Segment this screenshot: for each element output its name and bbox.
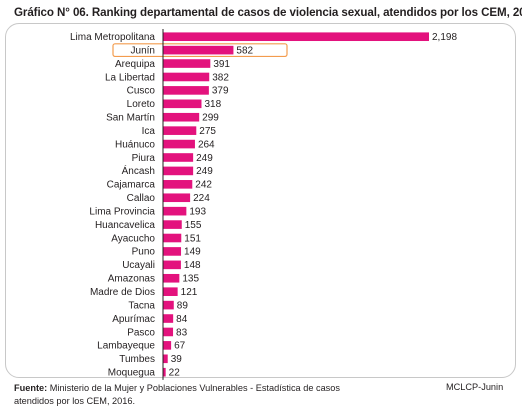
category-label-lima-metropolitana: Lima Metropolitana (70, 32, 155, 43)
category-label-apurimac: Apurímac (112, 314, 155, 325)
bar-san-martin (163, 112, 200, 122)
chart-frame (5, 23, 516, 378)
category-label-madre-de-dios: Madre de Dios (90, 287, 155, 298)
bar-amazonas (163, 273, 180, 283)
value-label-tacna: 89 (177, 300, 189, 311)
source-note: Fuente: Ministerio de la Mujer y Poblaci… (14, 382, 344, 407)
value-label-junin: 582 (236, 45, 253, 56)
bar-moquegua (163, 367, 166, 377)
bar-lima-metropolitana (163, 32, 429, 42)
category-label-ayacucho: Ayacucho (111, 233, 155, 244)
value-label-ica: 275 (199, 126, 216, 137)
category-label-lima-provincia: Lima Provincia (89, 206, 155, 217)
category-label-arequipa: Arequipa (115, 59, 155, 70)
category-label-puno: Puno (132, 247, 156, 258)
credit-label: MCLCP-Junin (446, 382, 504, 392)
bar-ancash (163, 166, 194, 176)
bar-tacna (163, 300, 174, 310)
value-label-cajamarca: 242 (195, 180, 212, 191)
bar-junin (163, 45, 234, 55)
bar-callao (163, 193, 191, 203)
bar-arequipa (163, 59, 211, 68)
value-label-piura: 249 (196, 153, 213, 164)
bar-cusco (163, 86, 209, 95)
source-label: Fuente: (14, 383, 48, 393)
chart-title: Gráfico N° 06. Ranking departamental de … (14, 6, 522, 19)
value-label-loreto: 318 (204, 99, 221, 110)
bar-lima-provincia (163, 206, 187, 216)
category-label-tacna: Tacna (128, 300, 155, 311)
value-label-ancash: 249 (196, 166, 213, 177)
bar-pasco (163, 327, 174, 337)
category-label-huanuco: Huánuco (115, 139, 155, 150)
category-label-cusco: Cusco (127, 86, 156, 97)
category-label-piura: Piura (132, 153, 156, 164)
category-label-junin: Junín (131, 45, 155, 56)
category-label-tumbes: Tumbes (119, 354, 155, 365)
source-text: Ministerio de la Mujer y Poblaciones Vul… (14, 383, 340, 406)
value-label-madre-de-dios: 121 (181, 287, 198, 298)
category-label-moquegua: Moquegua (108, 368, 156, 379)
category-label-san-martin: San Martín (106, 113, 155, 124)
category-label-cajamarca: Cajamarca (107, 180, 156, 191)
value-label-ayacucho: 151 (184, 233, 201, 244)
bar-apurimac (163, 314, 174, 323)
bar-chart: Lima Metropolitana 2,198 Junín 582 Arequipa 3… (70, 29, 457, 380)
bar-huanuco (163, 139, 195, 149)
value-label-moquegua: 22 (169, 368, 181, 379)
value-label-lima-provincia: 193 (189, 206, 206, 217)
bar-cajamarca (163, 180, 193, 189)
category-label-ucayali: Ucayali (122, 260, 155, 271)
bar-loreto (163, 99, 202, 109)
bar-la-libertad (163, 72, 210, 82)
value-label-pasco: 83 (176, 327, 188, 338)
category-label-lambayeque: Lambayeque (97, 341, 155, 352)
bar-puno (163, 247, 182, 256)
category-label-la-libertad: La Libertad (105, 72, 155, 83)
value-label-amazonas: 135 (182, 274, 199, 285)
bar-ayacucho (163, 233, 182, 243)
value-label-san-martin: 299 (202, 113, 219, 124)
bar-ucayali (163, 260, 181, 270)
value-label-arequipa: 391 (213, 59, 230, 70)
value-label-ucayali: 148 (184, 260, 201, 271)
bar-madre-de-dios (163, 287, 178, 296)
category-label-huancavelica: Huancavelica (95, 220, 155, 231)
value-label-la-libertad: 382 (212, 72, 229, 83)
category-label-ancash: Áncash (122, 164, 155, 177)
value-label-callao: 224 (193, 193, 210, 204)
value-label-lambayeque: 67 (174, 341, 186, 352)
value-label-tumbes: 39 (171, 354, 183, 365)
value-label-cusco: 379 (212, 86, 229, 97)
bar-ica (163, 126, 197, 135)
category-label-ica: Ica (142, 126, 156, 137)
highlight-box-junin (112, 43, 288, 58)
bar-tumbes (163, 354, 168, 364)
value-label-puno: 149 (184, 247, 201, 258)
value-label-apurimac: 84 (176, 314, 188, 325)
value-label-lima-metropolitana: 2,198 (432, 32, 457, 43)
bar-piura (163, 153, 194, 162)
value-label-huancavelica: 155 (185, 220, 202, 231)
category-label-loreto: Loreto (127, 99, 156, 110)
bar-huancavelica (163, 220, 182, 229)
category-label-pasco: Pasco (127, 327, 155, 338)
value-label-huanuco: 264 (198, 139, 215, 150)
category-label-amazonas: Amazonas (108, 274, 155, 285)
bar-lambayeque (163, 341, 172, 350)
category-label-callao: Callao (127, 193, 156, 204)
